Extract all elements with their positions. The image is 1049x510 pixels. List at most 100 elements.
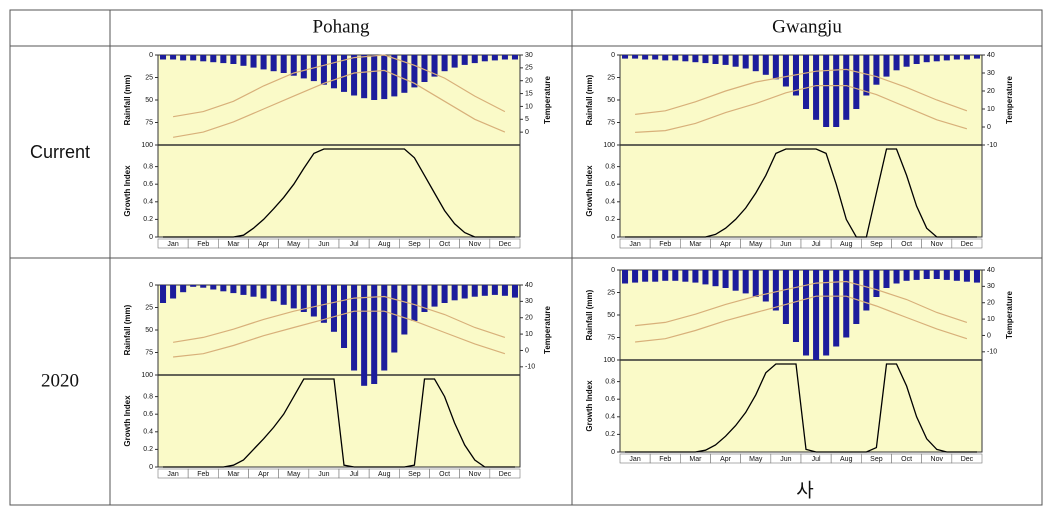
y2-tick-label: 10 — [987, 106, 995, 113]
x-tick-label: Sep — [870, 456, 883, 463]
x-tick-label: Jan — [629, 241, 640, 248]
rainfall-bar — [270, 285, 277, 302]
rainfall-bar — [642, 55, 649, 60]
rainfall-bar — [813, 270, 820, 360]
rainfall-bar — [672, 55, 679, 61]
growth-line — [163, 378, 515, 468]
rainfall-bar — [411, 55, 418, 88]
growth-line — [163, 148, 515, 238]
y-tick-label: 0.4 — [143, 199, 153, 206]
y-axis-label: Rainfall (mm) — [123, 74, 132, 125]
rainfall-bar — [300, 285, 307, 312]
rainfall-bar — [240, 285, 247, 295]
rainfall-bar — [913, 270, 920, 280]
y-tick-label: 0.6 — [605, 181, 615, 188]
y-tick-label: 0 — [149, 234, 153, 241]
y2-tick-label: 40 — [525, 282, 533, 289]
rainfall-bar — [903, 270, 910, 281]
x-tick-label: Dec — [499, 471, 512, 478]
rainfall-bar — [300, 55, 307, 79]
rainfall-bar — [682, 270, 689, 282]
rainfall-bar — [250, 55, 257, 68]
x-tick-label: Jun — [780, 241, 791, 248]
rainfall-bar — [320, 285, 327, 323]
x-tick-label: May — [749, 456, 763, 463]
y2-tick-label: 40 — [987, 52, 995, 59]
y-axis-label: Growth Index — [123, 395, 132, 447]
x-tick-label: Jul — [350, 241, 359, 248]
rainfall-bar — [190, 55, 197, 61]
column-header: Pohang — [313, 16, 371, 37]
x-tick-label: Nov — [469, 471, 482, 478]
rainfall-bar — [431, 285, 438, 307]
x-tick-label: Oct — [901, 241, 912, 248]
rainfall-bar — [792, 270, 799, 342]
rainfall-bar — [712, 55, 719, 64]
y-tick-label: 0.8 — [605, 163, 615, 170]
y-tick-label: 75 — [145, 349, 153, 356]
y2-tick-label: 0 — [525, 347, 529, 354]
footer-label: 사 — [796, 479, 813, 501]
y-tick-label: 0.6 — [143, 181, 153, 188]
rainfall-bar — [501, 55, 508, 60]
rainfall-bar — [461, 55, 468, 65]
y-tick-label: 0.6 — [605, 396, 615, 403]
rainfall-bar — [762, 270, 769, 302]
x-tick-label: Aug — [840, 456, 853, 463]
x-tick-label: Nov — [931, 241, 944, 248]
y2-tick-label: 20 — [525, 315, 533, 322]
plot-background — [157, 284, 521, 468]
rainfall-bar — [722, 270, 729, 288]
y-tick-label: 0.2 — [605, 216, 615, 223]
rainfall-bar — [662, 55, 669, 61]
rainfall-bar — [903, 55, 910, 67]
growth-line — [625, 148, 977, 238]
rainfall-bar — [863, 55, 870, 96]
rainfall-bar — [160, 285, 167, 303]
y2-axis-label: Temperature — [543, 306, 552, 354]
rainfall-bar — [702, 55, 709, 64]
rainfall-bar — [361, 55, 368, 99]
rainfall-bar — [953, 55, 960, 60]
rainfall-bar — [240, 55, 247, 66]
temperature-line — [173, 295, 506, 343]
x-tick-label: Mar — [689, 456, 702, 463]
rainfall-bar — [732, 55, 739, 67]
rainfall-bar — [973, 270, 980, 283]
rainfall-bar — [953, 270, 960, 281]
rainfall-bar — [381, 55, 388, 100]
y-tick-label: 0 — [149, 282, 153, 289]
rainfall-bar — [883, 270, 890, 288]
rainfall-bar — [963, 55, 970, 60]
rainfall-bar — [280, 285, 287, 305]
rainfall-bar — [421, 285, 428, 312]
y-tick-label: 25 — [145, 304, 153, 311]
plot-background — [619, 54, 983, 238]
rainfall-bar — [923, 55, 930, 63]
rainfall-bar — [290, 55, 297, 76]
x-tick-label: Jul — [350, 471, 359, 478]
rainfall-bar — [180, 285, 187, 293]
rainfall-bar — [491, 55, 498, 61]
y-axis-label: Growth Index — [585, 380, 594, 432]
y2-axis-label: Temperature — [1005, 76, 1014, 124]
x-tick-label: Sep — [408, 241, 421, 248]
y2-tick-label: -10 — [987, 349, 997, 356]
y-tick-label: 0.2 — [143, 216, 153, 223]
y2-tick-label: 30 — [525, 298, 533, 305]
temperature-line — [172, 69, 506, 138]
rainfall-bar — [672, 270, 679, 281]
month-cell — [489, 468, 521, 479]
y2-tick-label: 25 — [525, 65, 533, 72]
y2-tick-label: 20 — [987, 300, 995, 307]
rainfall-bar — [170, 55, 177, 60]
x-tick-label: Jan — [629, 456, 640, 463]
rainfall-bar — [371, 55, 378, 100]
x-tick-label: Apr — [258, 471, 270, 478]
rainfall-bar — [823, 55, 830, 127]
rainfall-bar — [441, 285, 448, 303]
x-tick-label: May — [749, 241, 763, 248]
x-tick-label: Dec — [961, 241, 974, 248]
rainfall-bar — [692, 270, 699, 283]
rainfall-bar — [441, 55, 448, 72]
